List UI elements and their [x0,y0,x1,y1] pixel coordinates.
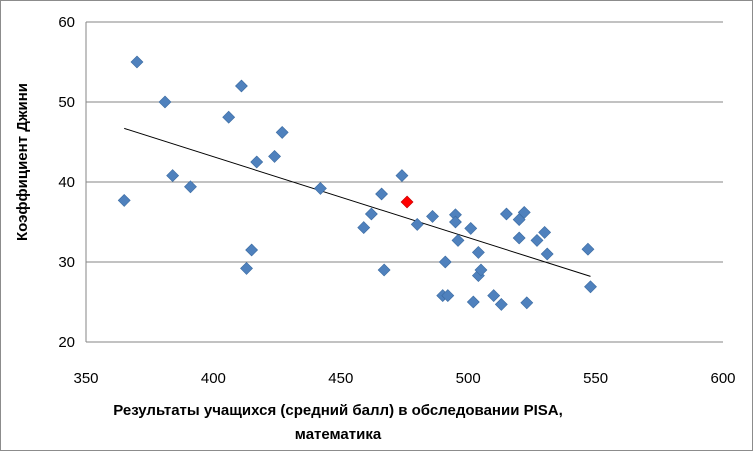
data-point [540,247,554,261]
data-point [512,231,526,245]
x-tick-label: 400 [201,370,226,387]
data-point [375,187,388,201]
y-tick-label: 60 [58,14,75,31]
data-point [441,289,455,303]
gridlines [85,21,723,343]
data-point [471,245,485,259]
data-point [520,296,534,310]
data-point [240,261,253,275]
y-tick-labels: 20 30 40 50 60 [58,14,75,351]
data-point [313,181,327,195]
y-axis-title: Коэффициент Джини [14,83,31,241]
data-point [517,205,531,219]
data-point [584,280,597,294]
data-point [466,295,480,309]
data-point [357,221,371,235]
data-point [449,215,462,229]
data-point [130,55,144,69]
data-point [158,95,172,109]
data-point [487,289,501,303]
data-point [275,125,289,139]
x-tick-labels: 350 400 450 500 550 600 [73,370,735,387]
y-tick-label: 30 [58,254,75,271]
x-tick-label: 550 [583,370,608,387]
x-axis-title-line-1: Результаты учащихся (средний балл) в обс… [113,402,563,419]
y-tick-label: 50 [58,94,75,111]
x-axis-title-line-2: математика [295,426,382,443]
data-point [494,297,508,311]
data-point [268,149,281,163]
data-point [451,233,465,247]
x-tick-label: 600 [710,370,735,387]
data-point [117,193,131,207]
data-point [377,263,391,277]
highlighted-data-point [400,195,414,209]
data-point [474,263,488,277]
trendline [124,127,591,277]
data-point [364,207,378,221]
y-tick-label: 40 [58,174,75,191]
x-tick-label: 350 [73,370,98,387]
data-point [235,79,248,93]
y-tick-label: 20 [58,334,75,351]
trendline-group [124,127,591,277]
data-point [581,242,595,256]
x-tick-label: 450 [328,370,353,387]
x-tick-label: 500 [456,370,481,387]
data-point [410,217,424,231]
data-point [530,233,544,247]
data-point [538,225,552,239]
data-point [250,155,264,169]
data-point [438,255,452,269]
data-point [222,110,236,124]
data-point [499,207,513,221]
data-point [464,221,478,235]
data-point [184,180,197,194]
data-points [117,55,597,311]
data-point [245,243,259,257]
data-point [166,169,180,183]
data-point [395,169,409,183]
data-point [426,209,439,223]
